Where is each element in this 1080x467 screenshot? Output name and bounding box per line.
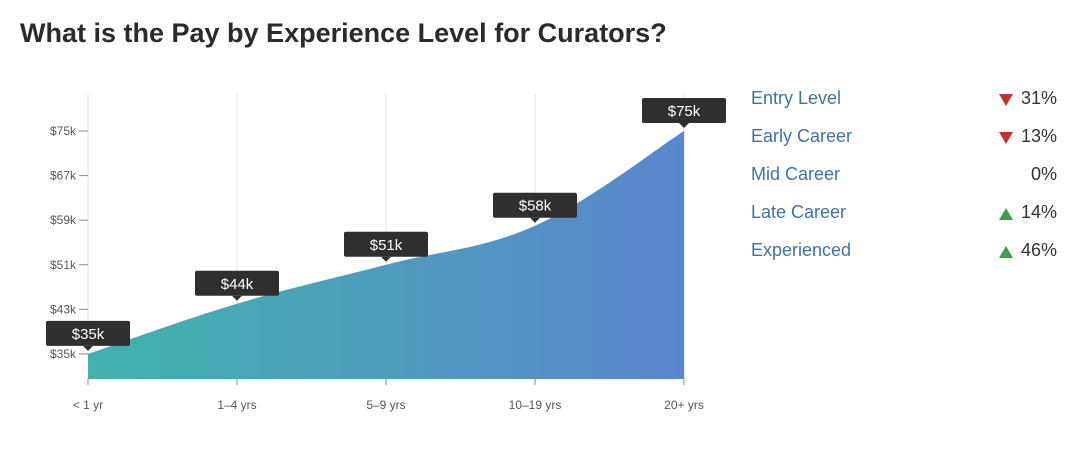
data-label-text: $58k: [519, 198, 552, 215]
y-tick-label: $51k: [50, 258, 77, 272]
data-label-pointer: [83, 345, 93, 351]
data-label-box: [493, 192, 577, 218]
data-label-pointer: [679, 123, 689, 128]
data-label-box: [642, 98, 726, 123]
data-label-text: $51k: [370, 237, 403, 254]
y-tick-label: $75k: [50, 124, 77, 138]
x-tick-label: 20+ yrs: [664, 398, 704, 412]
legend-value: 31%: [1020, 88, 1057, 108]
data-label-box: [46, 320, 130, 346]
legend-item: Mid Career 0%: [751, 162, 1071, 200]
x-tick-label: 1–4 yrs: [217, 398, 256, 412]
y-tick-label: $43k: [50, 302, 77, 316]
legend-label: Late Career: [751, 202, 847, 222]
legend-value: 46%: [1020, 240, 1057, 260]
triangle-up-icon: [999, 246, 1013, 258]
data-label: $44k: [195, 270, 279, 301]
legend-label: Entry Level: [751, 88, 842, 108]
legend-label: Early Career: [751, 126, 853, 146]
x-tick-label: 5–9 yrs: [366, 398, 405, 412]
x-tick-label: 10–19 yrs: [509, 398, 562, 412]
data-label-text: $35k: [72, 326, 105, 343]
data-label-text: $44k: [221, 276, 254, 293]
triangle-down-icon: [999, 132, 1013, 144]
legend-item: Late Career 14%: [751, 200, 1071, 238]
data-label-pointer: [381, 256, 391, 262]
y-tick-label: $59k: [50, 213, 77, 227]
data-label-box: [344, 231, 428, 257]
triangle-up-icon: [999, 208, 1013, 220]
legend-label: Mid Career: [751, 164, 841, 184]
data-label-text: $75k: [668, 103, 701, 120]
chart: $35k $43k $51k $59k $67k $75k < 1 yr 1–4 yrs 5–9…: [46, 93, 726, 412]
data-label-pointer: [232, 295, 242, 301]
data-label: $51k: [344, 231, 428, 262]
legend-label: Experienced: [751, 240, 852, 260]
y-tick-label: $67k: [50, 169, 77, 183]
legend-item: Experienced 46%: [751, 238, 1071, 276]
legend-item: Early Career 13%: [751, 124, 1071, 162]
legend: Entry Level 31% Early Career 13% Mid Career 0…: [751, 86, 1071, 276]
legend-item: Entry Level 31%: [751, 86, 1071, 124]
data-label: $58k: [493, 192, 577, 223]
legend-value: 14%: [1020, 202, 1057, 222]
x-tick-label: < 1 yr: [73, 398, 103, 412]
y-tick-label: $35k: [50, 347, 77, 361]
legend-value: 0%: [1030, 164, 1057, 184]
legend-value: 13%: [1020, 126, 1057, 146]
data-label: $75k: [642, 98, 726, 128]
triangle-down-icon: [999, 94, 1013, 106]
data-label-box: [195, 270, 279, 296]
page-title: What is the Pay by Experience Level for …: [20, 18, 667, 48]
data-label-pointer: [530, 217, 540, 223]
data-label: $35k: [46, 320, 130, 351]
area-series: [88, 131, 684, 379]
